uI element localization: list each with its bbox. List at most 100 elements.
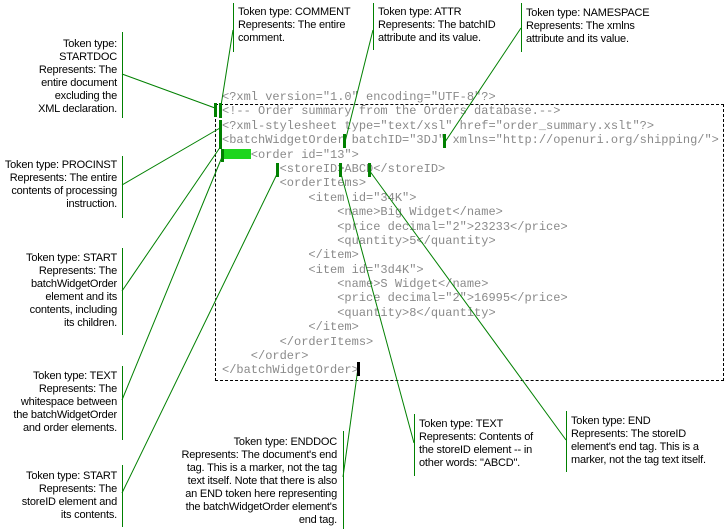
annotation-line: STARTDOC bbox=[59, 51, 117, 63]
annotation-line: XML declaration. bbox=[38, 103, 117, 115]
code-line: <quantity>8</quantity> bbox=[222, 305, 496, 320]
label-namespace: Token type: NAMESPACE Represents: The xml… bbox=[526, 7, 650, 46]
code-line: <price decimal="2">16995</price> bbox=[222, 291, 568, 306]
annotation-line: Token type: END bbox=[571, 415, 651, 427]
enddoc-connector bbox=[342, 367, 359, 478]
label-text-abcd: Token type: TEXT Represents: Contents of t… bbox=[419, 418, 533, 470]
annotation-line: Represents: The storeID bbox=[571, 428, 687, 440]
annotation-line: Represents: The entire bbox=[238, 19, 346, 31]
namespace-connector bbox=[444, 27, 522, 143]
code-line: <name>Big Widget</name> bbox=[222, 205, 503, 220]
annotation-line: instruction. bbox=[66, 198, 117, 210]
label-attr: Token type: ATTR Represents: The batchID a… bbox=[378, 6, 496, 45]
code-line: </batchWidgetOrder> bbox=[222, 363, 359, 378]
text-abcd-connector bbox=[339, 169, 415, 444]
code-line: <?xml version="1.0" encoding="UTF-8"?> bbox=[222, 90, 496, 104]
attr-connector bbox=[344, 29, 374, 143]
code-line: </item> bbox=[222, 320, 359, 335]
enddoc-marker bbox=[357, 362, 360, 376]
annotation-line: Represents: The xmlns bbox=[526, 20, 635, 32]
annotation-line: Represents: The bbox=[38, 383, 117, 395]
namespace-marker bbox=[443, 134, 446, 148]
annotation-line: tag. This is a marker, not the tag bbox=[186, 462, 337, 474]
code-line: <item id="34K"> bbox=[222, 190, 417, 205]
annotation-line: Represents: The bbox=[38, 483, 117, 495]
annotation-line: the batchWidgetOrder bbox=[13, 409, 117, 421]
start-batch-connector bbox=[121, 145, 222, 292]
annotation-line: the storeID element -- in bbox=[419, 444, 532, 456]
start-store-connector bbox=[121, 171, 279, 494]
label-comment: Token type: COMMENT Represents: The entir… bbox=[238, 6, 351, 45]
attr-marker bbox=[343, 134, 346, 148]
annotation-line: Token type: ATTR bbox=[378, 6, 462, 18]
label-procinst: Token type: PROCINST Represents: The enti… bbox=[5, 159, 117, 211]
text-abcd-marker bbox=[339, 163, 342, 177]
annotation-line: its children. bbox=[63, 317, 117, 329]
code-line: </order> bbox=[222, 349, 309, 364]
label-enddoc: Token type: ENDDOC Represents: The docume… bbox=[182, 436, 338, 527]
code-line: <?xml-stylesheet type="text/xsl" href="o… bbox=[222, 118, 655, 133]
annotation-line: storeID element and bbox=[21, 496, 117, 508]
annotation-line: Token type: START bbox=[26, 252, 117, 264]
code-line: <price decimal="2">23233</price> bbox=[222, 219, 568, 234]
annotation-line: entire document bbox=[41, 77, 117, 89]
end-marker bbox=[368, 163, 371, 177]
annotation-line: marker, not the tag text itself. bbox=[571, 454, 706, 466]
text-ws-marker bbox=[221, 149, 224, 162]
annotation-line: Token type: START bbox=[26, 470, 117, 482]
annotation-line: Represents: The document's end bbox=[181, 449, 338, 461]
comment-connector bbox=[219, 29, 234, 113]
annotation-line: Token type: TEXT bbox=[419, 418, 504, 430]
annotation-line: attribute and its value. bbox=[378, 32, 481, 44]
annotation-line: Token type: NAMESPACE bbox=[526, 7, 650, 19]
annotation-line: text itself. Note that there is also bbox=[187, 475, 338, 487]
text-ws-connector bbox=[121, 156, 223, 401]
label-startdoc: Token type: STARTDOC Represents: The entire… bbox=[38, 38, 117, 116]
startdoc-connector bbox=[121, 73, 216, 109]
annotation-line: Represents: Contents of bbox=[419, 431, 534, 443]
code-line: <storeID>ABCD</storeID> bbox=[222, 161, 446, 176]
end-connector bbox=[368, 169, 567, 441]
annotation-line: and order elements. bbox=[22, 422, 117, 434]
code-line: </orderItems> bbox=[222, 334, 374, 349]
annotation-line: end tag. bbox=[298, 514, 337, 526]
code-line: <item id="3d4K"> bbox=[222, 262, 424, 277]
annotation-line: Represents: The bbox=[38, 265, 117, 277]
procinst-marker bbox=[219, 120, 222, 134]
annotation-line: batchWidgetOrder bbox=[30, 278, 117, 290]
label-end: Token type: END Represents: The storeID el… bbox=[571, 415, 706, 467]
start-store-marker bbox=[276, 163, 279, 177]
annotation-line: whitespace between bbox=[20, 396, 117, 408]
code-line: <name>S Widget</name> bbox=[222, 277, 489, 292]
whitespace-highlight bbox=[224, 149, 251, 159]
code-line: <batchWidgetOrder batchID="3DJ" xmlns="h… bbox=[222, 133, 719, 148]
annotation-line: Token type: bbox=[62, 38, 117, 50]
code-line: <order id="13"> bbox=[222, 147, 359, 162]
annotation-line: Token type: ENDDOC bbox=[233, 436, 338, 448]
annotation-line: attribute and its value. bbox=[526, 33, 629, 45]
code-line: <!-- Order summary from the Orders datab… bbox=[222, 104, 561, 119]
annotation-line: element and its bbox=[45, 291, 117, 303]
annotation-line: Represents: The batchID bbox=[378, 19, 496, 31]
procinst-connector bbox=[121, 127, 221, 186]
label-start-storeid: Token type: START Represents: The storeID … bbox=[22, 470, 117, 522]
annotation-line: excluding the bbox=[54, 90, 117, 102]
label-start-batch: Token type: START Represents: The batchWid… bbox=[26, 252, 117, 330]
xml-code-listing: <?xml version="1.0" encoding="UTF-8"?> <!… bbox=[222, 90, 719, 378]
annotation-line: an END token here representing bbox=[185, 488, 337, 500]
annotation-line: its contents. bbox=[60, 509, 117, 521]
annotation-line: contents of processing bbox=[11, 185, 117, 197]
annotation-line: other words: "ABCD". bbox=[419, 457, 521, 469]
annotation-line: contents, including bbox=[29, 304, 118, 316]
annotation-line: Represents: The entire bbox=[9, 172, 117, 184]
comment-marker bbox=[219, 103, 222, 118]
code-line: <quantity>5</quantity> bbox=[222, 233, 496, 248]
annotation-line: comment. bbox=[238, 32, 285, 44]
start-batch-marker bbox=[219, 134, 222, 149]
annotation-line: Token type: TEXT bbox=[32, 370, 117, 382]
code-line: </item> bbox=[222, 248, 359, 263]
annotation-line: the batchWidgetOrder element's bbox=[185, 501, 338, 513]
annotation-line: element's end tag. This is a bbox=[571, 441, 699, 453]
